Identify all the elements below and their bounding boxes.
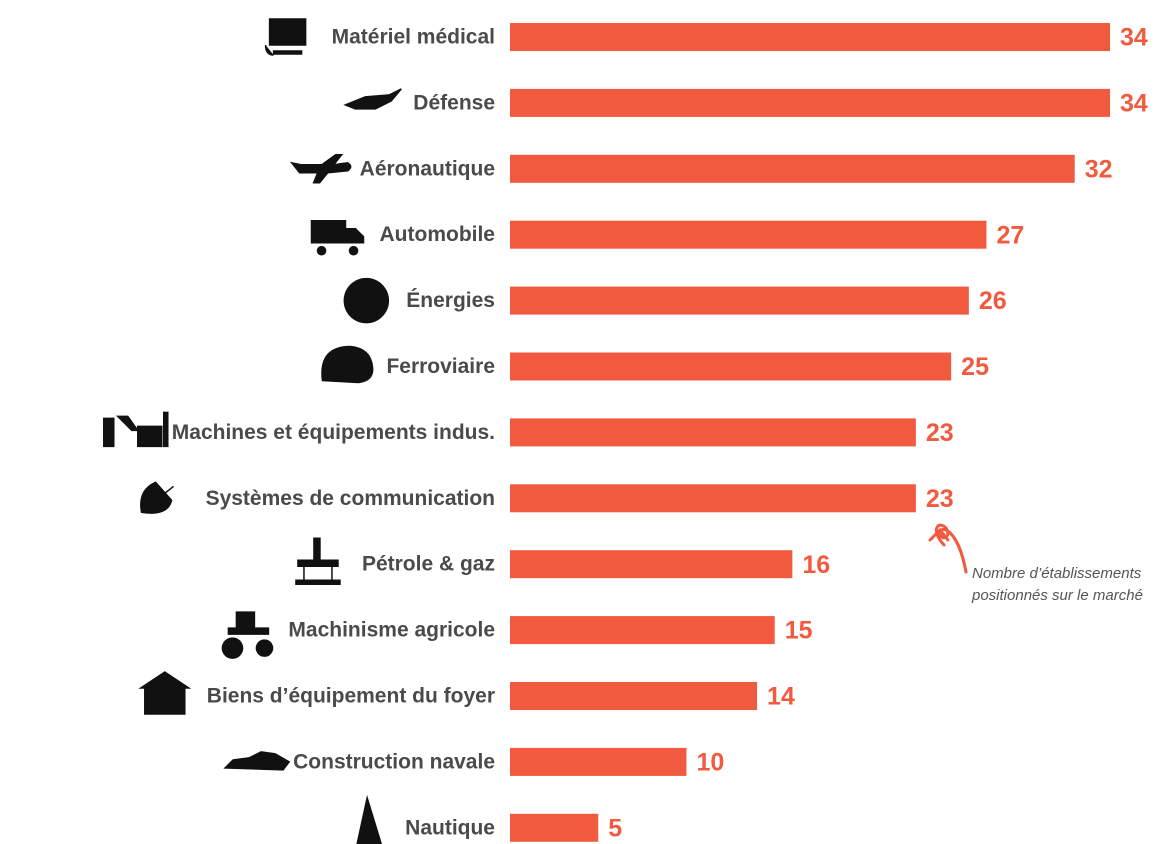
category-icon: [264, 18, 307, 56]
icon-shape: [343, 88, 402, 110]
bar: [510, 154, 1075, 183]
category-icon: [103, 411, 169, 448]
category-icon: [295, 537, 341, 585]
icon-shape: [103, 411, 169, 448]
icon-shape: [223, 751, 291, 771]
value-label: 10: [696, 749, 724, 777]
category-label: Machinisme agricole: [288, 619, 495, 642]
bar: [510, 88, 1110, 117]
category-label: Énergies: [406, 289, 495, 312]
category-label: Biens d’équipement du foyer: [207, 685, 495, 708]
bar: [510, 813, 599, 842]
value-label: 15: [785, 617, 813, 645]
icon-shape: [264, 18, 307, 56]
annotation-arrow: [928, 523, 968, 574]
category-label: Nautique: [405, 816, 495, 839]
value-label: 16: [802, 551, 830, 579]
category-label: Pétrole & gaz: [362, 553, 495, 576]
category-icon: [289, 154, 352, 184]
value-label: 26: [979, 287, 1007, 315]
value-label: 34: [1120, 90, 1148, 118]
icon-shape: [140, 481, 175, 514]
bar: [510, 747, 687, 776]
value-label: 23: [926, 485, 954, 513]
icon-shape: [310, 219, 365, 256]
category-label: Aéronautique: [360, 157, 495, 180]
icon-shape: [356, 794, 383, 844]
value-label: 34: [1120, 24, 1148, 52]
category-label: Automobile: [380, 223, 496, 246]
category-label: Construction navale: [293, 750, 495, 773]
category-label: Défense: [413, 91, 495, 114]
category-icon: [223, 751, 291, 771]
annotation-line: Nombre d’établissements: [972, 565, 1142, 582]
category-label: Ferroviaire: [386, 355, 495, 378]
category-icon: [140, 481, 175, 514]
bar: [510, 484, 916, 513]
value-label: 25: [961, 353, 989, 381]
icon-shape: [221, 611, 274, 659]
value-label: 32: [1085, 155, 1113, 183]
category-icon: [310, 219, 365, 256]
icon-shape: [343, 277, 390, 324]
value-label: 14: [767, 683, 795, 711]
bar: [510, 286, 969, 315]
icon-shape: [321, 345, 374, 384]
category-icon: [221, 611, 274, 659]
category-icon: [356, 794, 383, 844]
icon-shape: [289, 154, 352, 184]
bar: [510, 220, 987, 249]
value-label: 5: [608, 814, 622, 842]
bar: [510, 418, 916, 447]
category-label: Machines et équipements indus.: [172, 421, 495, 444]
bar: [510, 616, 775, 645]
value-label: 27: [996, 221, 1024, 249]
icon-shape: [138, 671, 192, 715]
category-icon: [138, 671, 192, 715]
category-icon: [343, 88, 402, 110]
icon-shape: [295, 537, 341, 585]
value-label: 23: [926, 419, 954, 447]
category-label: Matériel médical: [332, 26, 495, 49]
bar: [510, 682, 758, 710]
category-icon: [343, 277, 390, 324]
bar: [510, 550, 793, 579]
annotation-line: positionnés sur le marché: [971, 587, 1143, 604]
bar: [510, 352, 952, 381]
bar: [510, 23, 1110, 51]
category-label: Systèmes de communication: [206, 487, 495, 510]
category-icon: [321, 345, 374, 384]
